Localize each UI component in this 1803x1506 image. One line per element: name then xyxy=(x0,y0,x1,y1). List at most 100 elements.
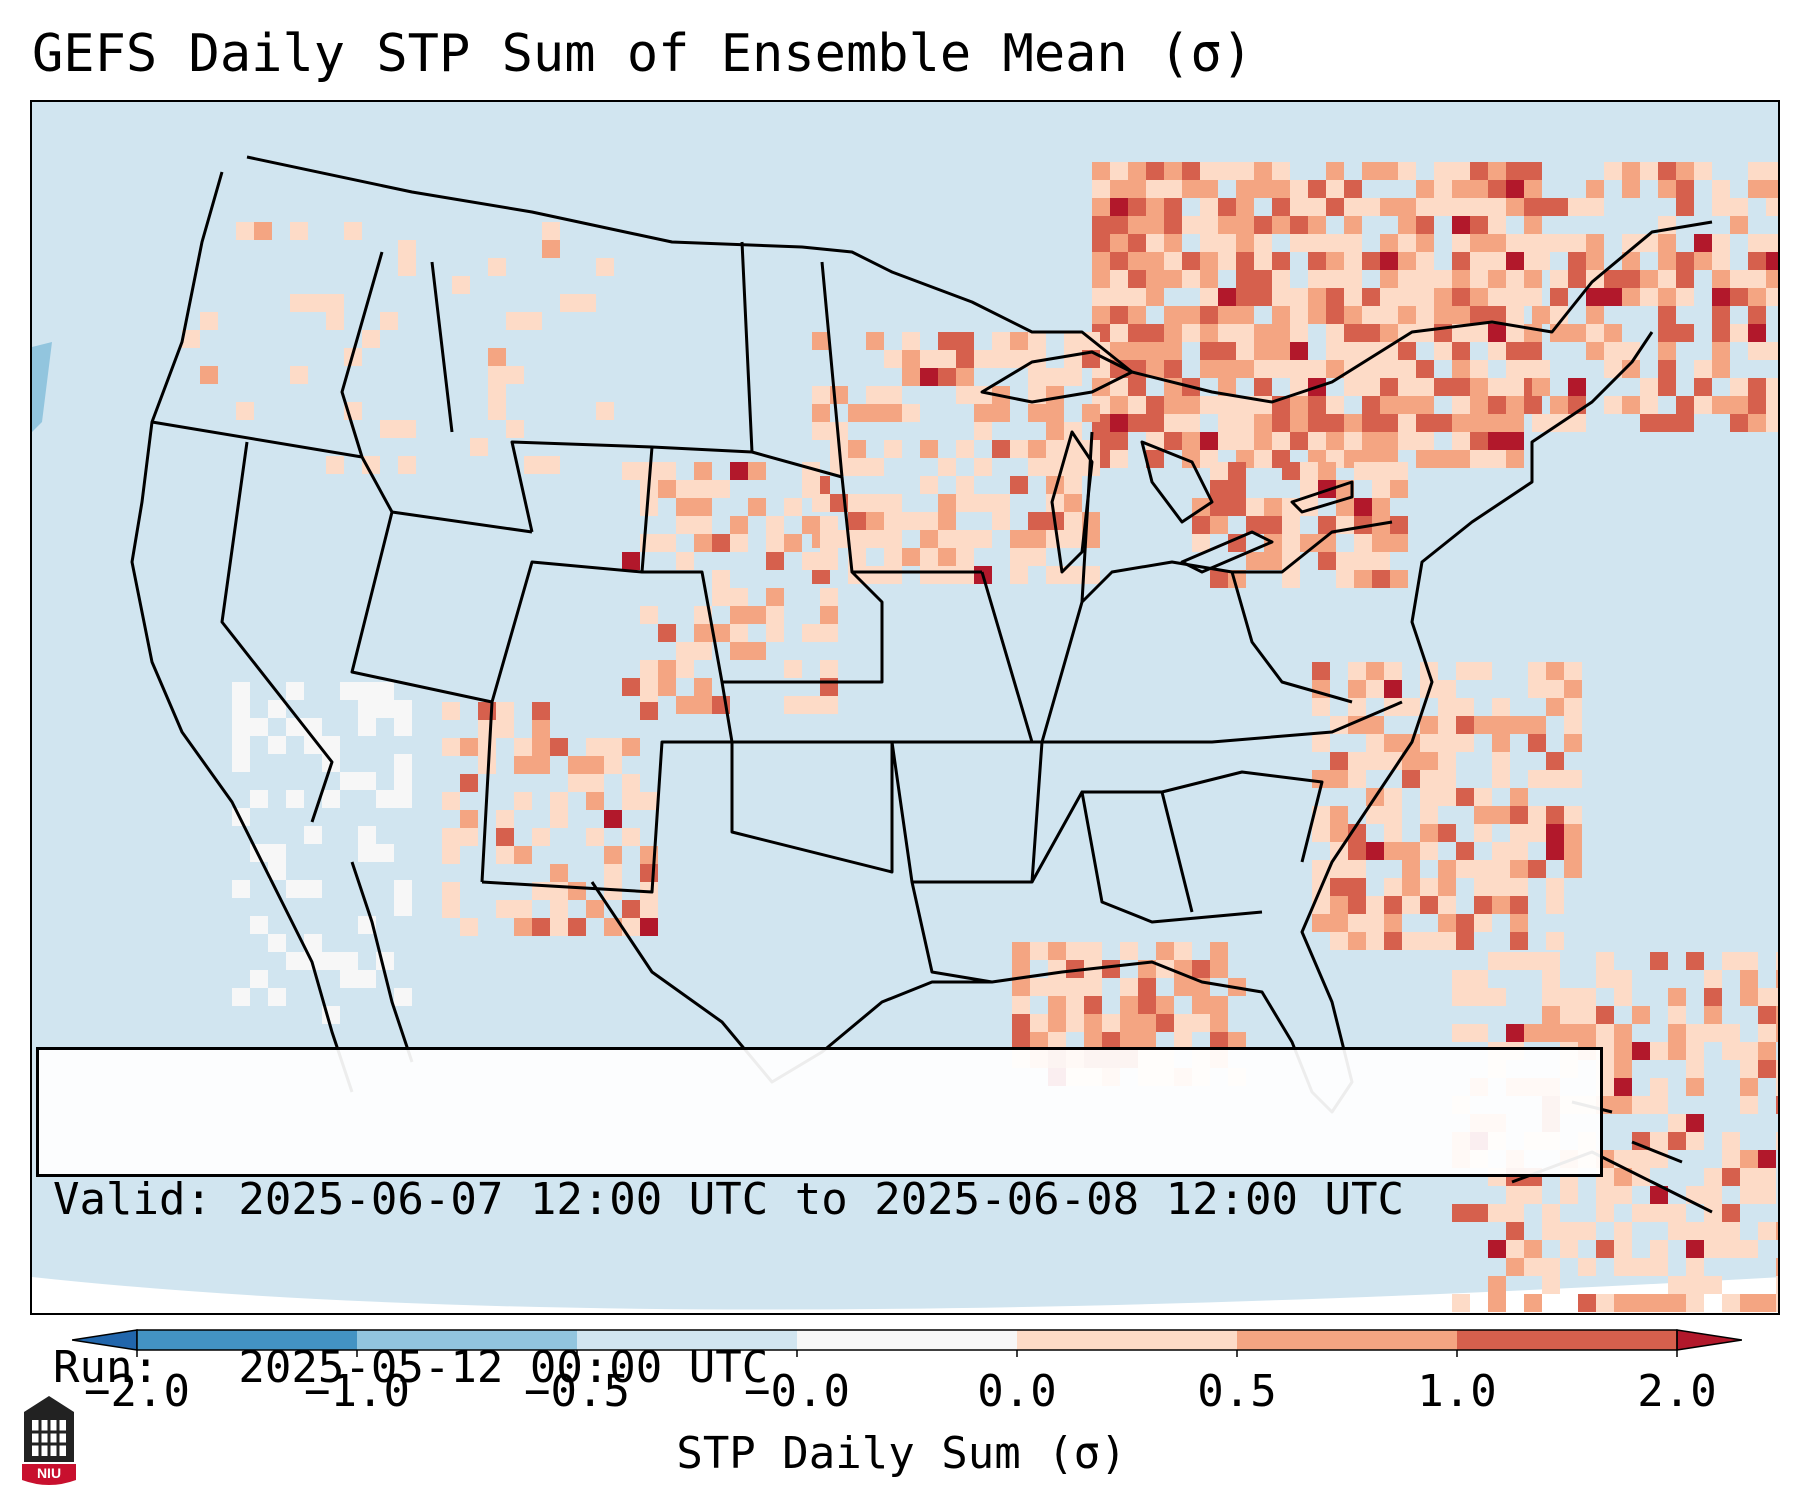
anomaly-cell xyxy=(1506,234,1524,252)
anomaly-cell xyxy=(802,696,820,714)
anomaly-cell xyxy=(308,294,326,312)
anomaly-cell xyxy=(1686,1024,1704,1042)
anomaly-cell xyxy=(1614,970,1632,988)
anomaly-cell xyxy=(1604,162,1622,180)
anomaly-cell xyxy=(1564,716,1582,734)
anomaly-cell xyxy=(1384,896,1402,914)
anomaly-cell xyxy=(1246,498,1264,516)
anomaly-cell xyxy=(1420,824,1438,842)
anomaly-cell xyxy=(1722,1150,1740,1168)
anomaly-cell xyxy=(802,480,820,498)
anomaly-cell xyxy=(1650,1042,1668,1060)
anomaly-cell xyxy=(1084,1032,1102,1050)
anomaly-cell xyxy=(1138,1014,1156,1032)
anomaly-cell xyxy=(1236,162,1254,180)
anomaly-cell xyxy=(1384,932,1402,950)
anomaly-cell xyxy=(1110,198,1128,216)
anomaly-cell xyxy=(1686,1132,1704,1150)
anomaly-cell xyxy=(1510,824,1528,842)
anomaly-cell xyxy=(1510,914,1528,932)
anomaly-cell xyxy=(1348,914,1366,932)
anomaly-cell xyxy=(568,774,586,792)
anomaly-cell xyxy=(1524,952,1542,970)
anomaly-cell xyxy=(1438,914,1456,932)
anomaly-cell xyxy=(1398,288,1416,306)
anomaly-cell xyxy=(1622,396,1640,414)
anomaly-cell xyxy=(1330,752,1348,770)
anomaly-cell xyxy=(938,368,956,386)
anomaly-cell xyxy=(1586,252,1604,270)
anomaly-cell xyxy=(1336,552,1354,570)
anomaly-cell xyxy=(1182,216,1200,234)
anomaly-cell xyxy=(442,702,460,720)
anomaly-cell xyxy=(866,512,884,530)
anomaly-cell xyxy=(1740,1168,1758,1186)
anomaly-cell xyxy=(478,720,496,738)
anomaly-cell xyxy=(974,404,992,422)
anomaly-cell-neutral xyxy=(286,682,304,700)
anomaly-cell xyxy=(1506,952,1524,970)
anomaly-cell xyxy=(938,494,956,512)
anomaly-cell xyxy=(1380,252,1398,270)
anomaly-cell xyxy=(1110,162,1128,180)
anomaly-cell xyxy=(1312,662,1330,680)
anomaly-cell xyxy=(748,462,766,480)
anomaly-cell xyxy=(1398,306,1416,324)
anomaly-cell xyxy=(1362,162,1380,180)
anomaly-cell xyxy=(1578,1294,1596,1312)
anomaly-cell xyxy=(1506,414,1524,432)
anomaly-cell xyxy=(1506,1240,1524,1258)
anomaly-cell xyxy=(1348,680,1366,698)
anomaly-cell xyxy=(1128,324,1146,342)
anomaly-cell xyxy=(1492,860,1510,878)
anomaly-cell xyxy=(1372,480,1390,498)
anomaly-cell xyxy=(1712,234,1730,252)
anomaly-cell xyxy=(506,312,524,330)
anomaly-cell xyxy=(1398,252,1416,270)
anomaly-cell xyxy=(1326,198,1344,216)
anomaly-cell xyxy=(1694,252,1712,270)
anomaly-cell xyxy=(1456,842,1474,860)
anomaly-cell xyxy=(488,366,506,384)
anomaly-cell xyxy=(1064,368,1082,386)
anomaly-cell xyxy=(1510,896,1528,914)
anomaly-cell-neutral xyxy=(376,790,394,808)
anomaly-cell xyxy=(676,498,694,516)
colorbar-bin xyxy=(1457,1330,1677,1350)
anomaly-cell xyxy=(532,828,550,846)
anomaly-cell xyxy=(1380,396,1398,414)
anomaly-cell xyxy=(1290,198,1308,216)
anomaly-cell xyxy=(1084,996,1102,1014)
anomaly-cell xyxy=(1416,306,1434,324)
anomaly-cell xyxy=(1254,324,1272,342)
anomaly-cell xyxy=(1686,1114,1704,1132)
anomaly-cell-neutral xyxy=(286,952,304,970)
anomaly-cell xyxy=(442,792,460,810)
anomaly-cell xyxy=(1740,970,1758,988)
anomaly-cell xyxy=(1568,414,1586,432)
valid-time-text: Valid: 2025-06-07 12:00 UTC to 2025-06-0… xyxy=(53,1174,1405,1225)
anomaly-cell xyxy=(1492,842,1510,860)
anomaly-cell xyxy=(1290,396,1308,414)
anomaly-cell xyxy=(1766,234,1778,252)
anomaly-cell xyxy=(1524,1294,1542,1312)
anomaly-cell xyxy=(1010,566,1028,584)
anomaly-cell xyxy=(1452,198,1470,216)
anomaly-cell xyxy=(1766,198,1778,216)
anomaly-cell xyxy=(1438,752,1456,770)
anomaly-cell xyxy=(1146,162,1164,180)
anomaly-cell xyxy=(1272,432,1290,450)
anomaly-cell xyxy=(1614,1294,1632,1312)
anomaly-cell xyxy=(1488,450,1506,468)
anomaly-cell xyxy=(1658,306,1676,324)
anomaly-cell xyxy=(1354,516,1372,534)
anomaly-cell xyxy=(1028,404,1046,422)
anomaly-cell xyxy=(802,516,820,534)
anomaly-cell xyxy=(1380,162,1398,180)
anomaly-cell xyxy=(1344,180,1362,198)
anomaly-cell xyxy=(1528,824,1546,842)
anomaly-cell xyxy=(532,738,550,756)
anomaly-cell xyxy=(622,738,640,756)
anomaly-cell xyxy=(1640,396,1658,414)
anomaly-cell xyxy=(1506,288,1524,306)
